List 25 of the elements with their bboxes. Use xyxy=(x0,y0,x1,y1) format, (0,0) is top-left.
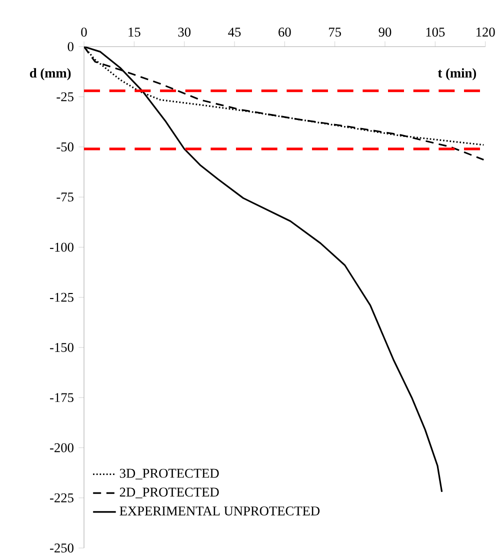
x-tick-label: 45 xyxy=(228,28,241,37)
x-tick-label: 0 xyxy=(81,28,87,37)
y-tick-label: 0 xyxy=(68,42,74,52)
y-tick-label: -50 xyxy=(56,142,74,152)
x-tick-label: 60 xyxy=(278,28,291,37)
legend-label: EXPERIMENTAL UNPROTECTED xyxy=(120,506,320,516)
y-tick-label: -225 xyxy=(50,493,74,502)
legend-label: 2D_PROTECTED xyxy=(120,488,219,498)
legend-label: 3D_PROTECTED xyxy=(120,468,219,480)
x-tick-label: 105 xyxy=(426,28,445,37)
y-tick-label: -175 xyxy=(50,393,74,402)
y-tick-label: -250 xyxy=(50,544,74,552)
x-tick-label: 15 xyxy=(128,28,140,37)
x-tick-label: 75 xyxy=(329,28,341,37)
x-tick-label: 30 xyxy=(178,28,190,37)
y-tick-label: -25 xyxy=(56,92,74,102)
y-tick-label: -125 xyxy=(50,292,74,302)
x-tick-label: 120 xyxy=(476,28,495,37)
y-tick-label: -75 xyxy=(56,192,74,202)
y-tick-label: -150 xyxy=(50,342,74,352)
y-tick-label: -200 xyxy=(50,443,74,452)
x-axis-title: t (min) xyxy=(438,68,476,80)
y-axis-title: d (mm) xyxy=(30,68,71,80)
y-tick-label: -100 xyxy=(50,242,74,252)
x-tick-label: 90 xyxy=(378,28,392,37)
